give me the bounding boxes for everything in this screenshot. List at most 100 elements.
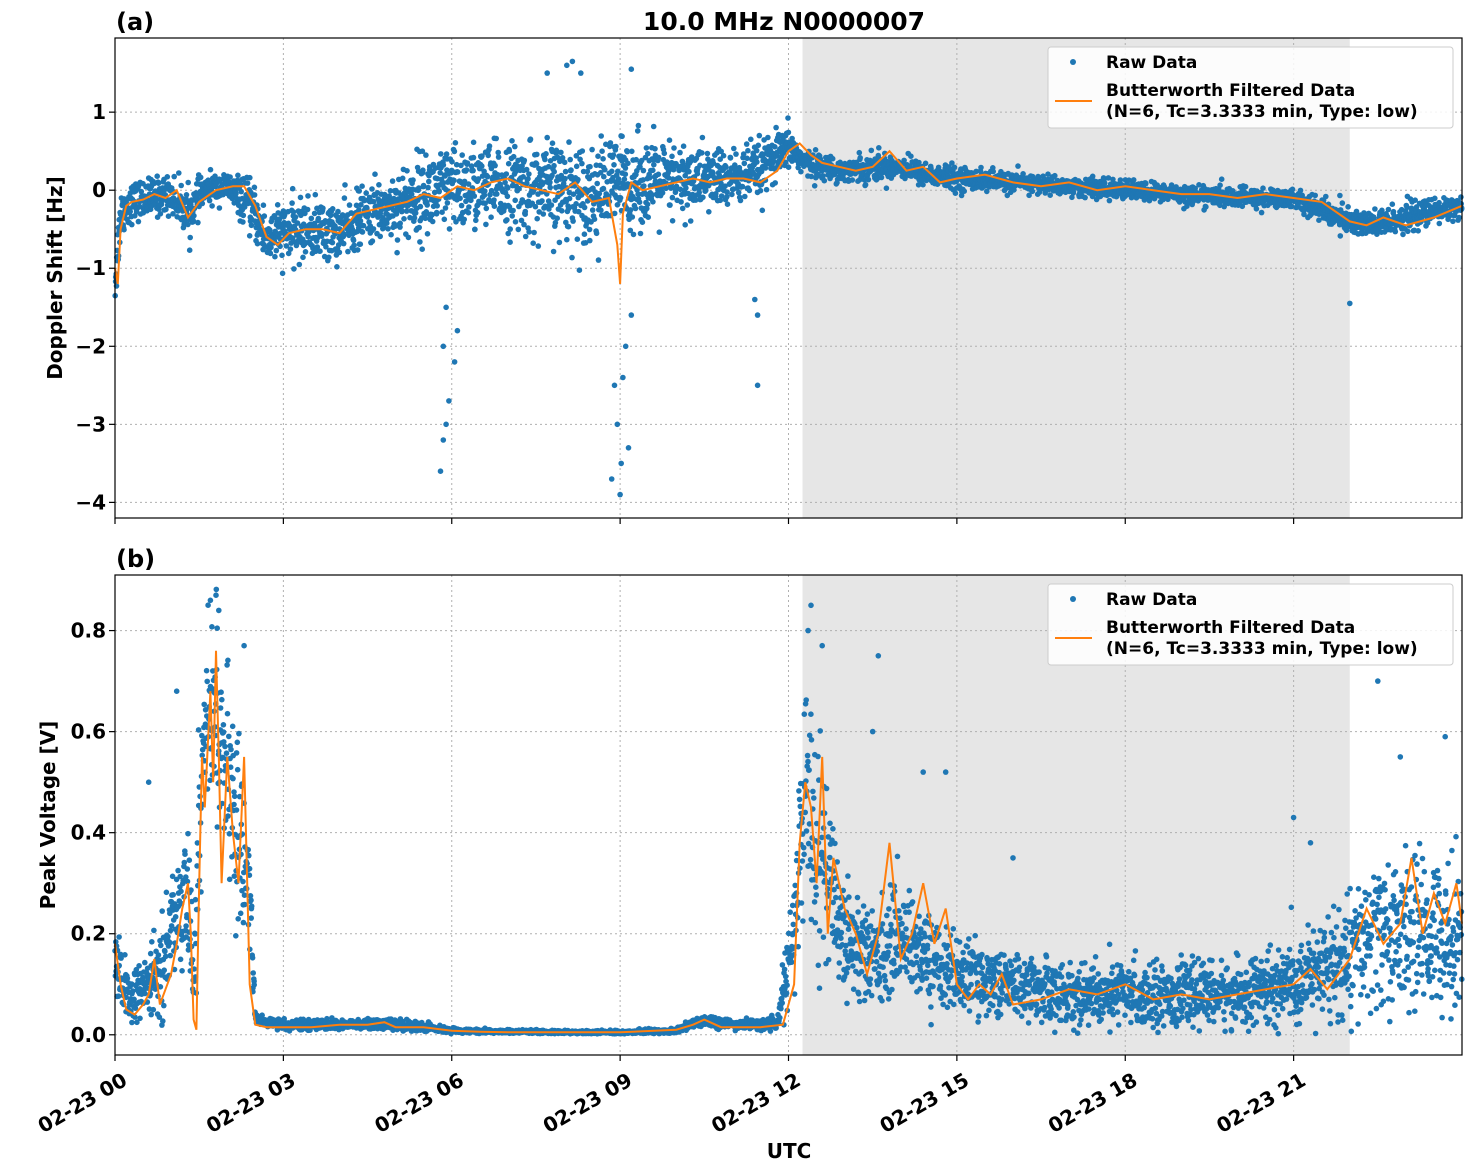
raw-data-point: [116, 934, 122, 940]
raw-data-point: [495, 154, 502, 160]
raw-data-point: [410, 177, 416, 183]
raw-data-point: [1260, 185, 1266, 191]
raw-data-point: [274, 202, 281, 208]
raw-data-point: [525, 176, 531, 182]
raw-data-point: [655, 171, 662, 178]
raw-data-point: [595, 257, 602, 263]
raw-data-point: [147, 950, 154, 957]
raw-data-point: [457, 195, 463, 202]
raw-data-point: [300, 254, 306, 261]
raw-data-point: [1143, 180, 1149, 187]
raw-data-point: [224, 662, 230, 668]
raw-data-point: [575, 176, 581, 183]
raw-data-point: [267, 250, 274, 257]
raw-data-point: [526, 171, 532, 177]
raw-data-point: [610, 152, 617, 158]
raw-data-point: [727, 155, 734, 161]
raw-data-point: [587, 163, 593, 170]
raw-data-point: [531, 229, 537, 236]
raw-data-point: [961, 188, 967, 194]
raw-data-point: [1217, 182, 1223, 188]
raw-data-point: [416, 185, 422, 191]
raw-data-point: [305, 233, 312, 240]
raw-data-point: [479, 163, 485, 169]
raw-data-point: [755, 142, 762, 149]
raw-data-point: [408, 191, 415, 197]
raw-data-point: [661, 150, 668, 157]
raw-data-point: [573, 201, 579, 207]
raw-data-point: [865, 176, 872, 183]
raw-data-point: [276, 216, 283, 222]
raw-data-point: [504, 185, 511, 191]
raw-data-point: [488, 187, 495, 194]
raw-data-point: [544, 70, 550, 76]
raw-data-point: [559, 155, 566, 161]
raw-data-point: [289, 185, 296, 192]
raw-data-point: [220, 722, 227, 728]
raw-data-point: [434, 203, 441, 209]
raw-data-point: [459, 152, 466, 158]
raw-data-point: [645, 214, 651, 220]
raw-data-point: [488, 214, 494, 220]
raw-data-point: [479, 153, 485, 159]
raw-data-point: [308, 215, 315, 222]
raw-data-point: [545, 163, 552, 170]
raw-data-point: [357, 213, 363, 219]
raw-data-point: [207, 166, 214, 173]
raw-data-point: [656, 229, 663, 235]
raw-data-point: [388, 231, 394, 238]
raw-data-point: [505, 230, 512, 237]
raw-data-point: [742, 193, 748, 200]
raw-data-point: [470, 154, 477, 161]
raw-data-point: [240, 878, 246, 885]
raw-data-point: [686, 168, 692, 175]
raw-data-point: [135, 218, 142, 225]
raw-data-point: [204, 678, 210, 685]
raw-data-point: [566, 195, 573, 202]
raw-data-point: [364, 205, 370, 211]
raw-data-point: [579, 160, 585, 167]
raw-data-point: [350, 237, 357, 244]
raw-data-point: [426, 178, 432, 185]
raw-data-point: [157, 211, 164, 217]
raw-data-point: [471, 193, 478, 199]
raw-data-point: [248, 903, 255, 909]
raw-data-point: [359, 229, 366, 235]
raw-data-point: [178, 182, 184, 189]
raw-data-point: [1400, 231, 1406, 238]
raw-data-point: [785, 129, 792, 136]
raw-data-point: [296, 261, 303, 268]
raw-data-point: [419, 148, 426, 154]
raw-data-point: [137, 1015, 143, 1022]
raw-data-point: [1029, 188, 1036, 195]
raw-data-point: [305, 193, 311, 199]
raw-data-point: [443, 421, 449, 428]
raw-data-point: [405, 234, 412, 241]
raw-data-point: [628, 66, 635, 72]
raw-data-point: [682, 222, 688, 228]
raw-data-point: [696, 189, 702, 196]
raw-data-point: [772, 180, 778, 186]
raw-data-point: [129, 1019, 135, 1026]
raw-data-point: [186, 247, 193, 253]
raw-data-point: [744, 155, 750, 162]
raw-data-point: [443, 151, 450, 157]
raw-data-point: [219, 696, 225, 703]
raw-data-point: [237, 910, 244, 917]
raw-data-point: [451, 148, 458, 155]
raw-data-point: [234, 739, 241, 746]
raw-data-point: [226, 733, 232, 740]
raw-data-point: [458, 162, 464, 169]
raw-data-point: [197, 174, 204, 181]
raw-data-point: [636, 199, 643, 205]
raw-data-point: [581, 204, 588, 211]
raw-data-point: [650, 167, 656, 174]
raw-data-point: [493, 135, 500, 142]
raw-data-point: [461, 178, 468, 185]
raw-data-point: [353, 202, 360, 209]
raw-data-point: [142, 990, 148, 997]
raw-data-point: [640, 167, 647, 174]
raw-data-point: [704, 150, 711, 157]
raw-data-point: [533, 161, 540, 167]
raw-data-point: [160, 1018, 166, 1024]
